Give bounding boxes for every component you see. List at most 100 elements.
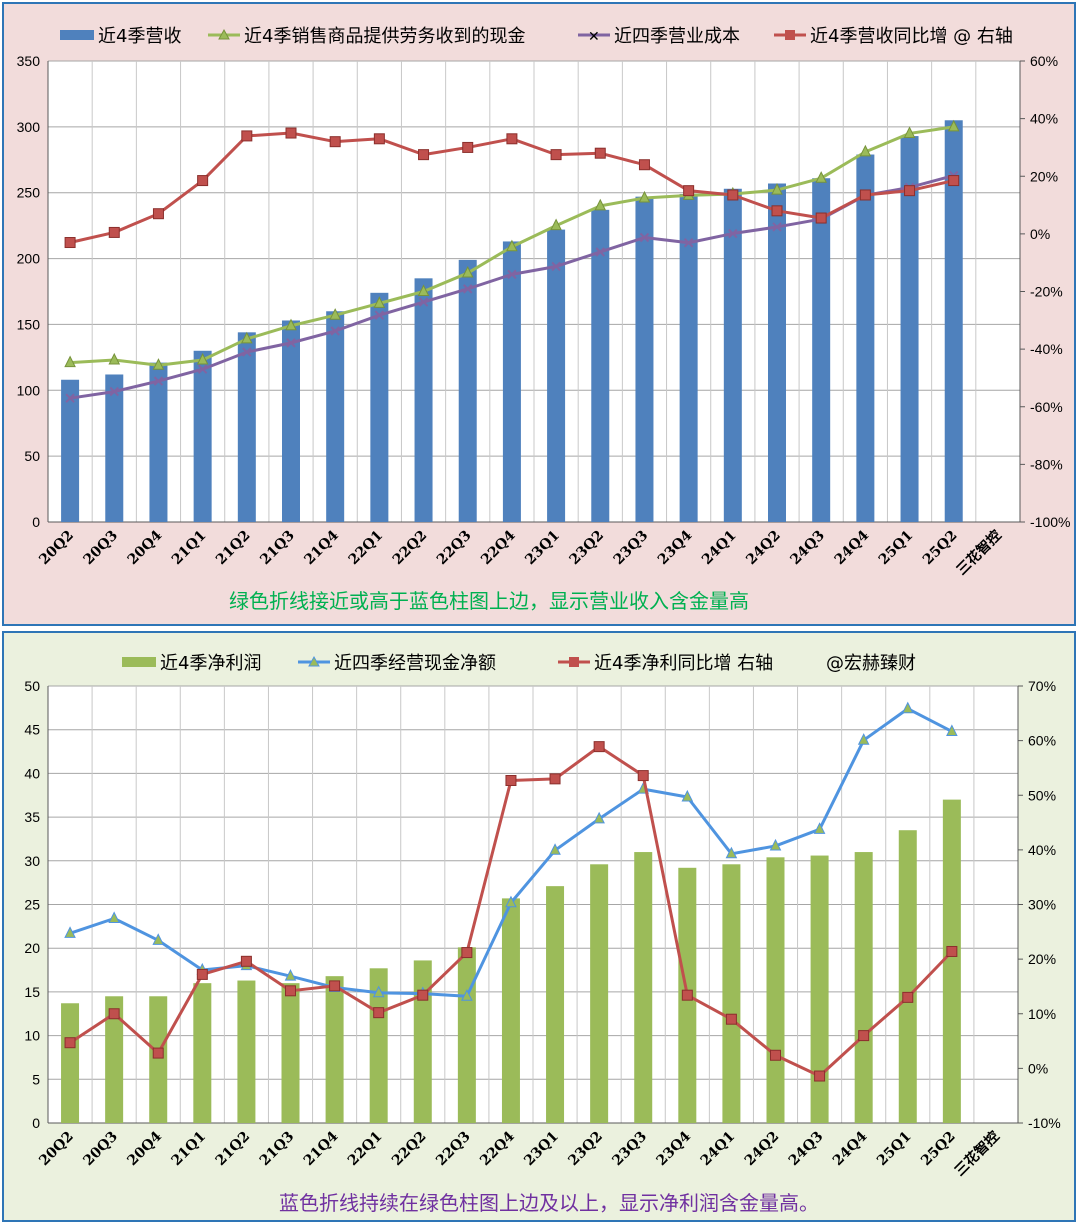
point-marker	[373, 296, 386, 308]
bar	[370, 292, 389, 522]
point-marker	[109, 386, 119, 397]
y-tick-label: 35	[24, 809, 40, 825]
point-marker	[507, 269, 517, 280]
point-marker	[948, 175, 960, 187]
legend-swatch-revenue	[60, 30, 94, 40]
x-tick-label: 23Q3	[609, 1129, 650, 1170]
point-marker	[461, 265, 474, 278]
point-marker	[285, 985, 296, 997]
point-marker	[241, 331, 253, 344]
point-marker	[595, 247, 605, 257]
bar	[944, 120, 963, 523]
point-marker	[152, 933, 165, 945]
y-tick-label: 350	[17, 53, 41, 69]
y-tick-label: 0	[32, 514, 40, 530]
point-marker	[64, 355, 76, 368]
legend: 近4季营收 近4季销售商品提供劳务收到的现金 ✕ 近四季营业成本 近4季营收同比…	[60, 26, 1013, 47]
bar	[281, 983, 300, 1123]
point-marker	[638, 190, 651, 203]
bar	[900, 136, 919, 522]
y2-tick-label: 70%	[1028, 678, 1056, 694]
bar	[193, 350, 212, 522]
legend-label-opcash: 近四季经营现金净额	[334, 653, 496, 674]
point-marker	[683, 238, 694, 248]
y-tick-label: 200	[17, 251, 41, 267]
x-tick-label: 21Q1	[169, 1129, 210, 1170]
y2-tick-label: -20%	[1030, 284, 1063, 300]
point-marker	[461, 989, 473, 1001]
x-tick-label: 23Q1	[521, 1129, 562, 1170]
x-tick-label: 21Q1	[169, 528, 210, 569]
bar	[237, 332, 256, 522]
x-tick-label: 22Q4	[477, 1128, 518, 1169]
point-marker	[152, 208, 164, 220]
point-marker	[594, 198, 607, 211]
point-marker	[857, 733, 870, 745]
bar	[325, 976, 344, 1123]
x-tick-label: 23Q2	[565, 1129, 606, 1170]
bar	[722, 864, 741, 1123]
legend-marker-cost: ✕	[588, 29, 600, 45]
x-tick-label: 25Q1	[874, 1129, 915, 1170]
point-marker	[108, 226, 120, 238]
y2-tick-label: 0%	[1028, 1060, 1048, 1076]
point-marker	[196, 968, 208, 980]
bar	[414, 278, 433, 522]
y-tick-label: 5	[32, 1071, 40, 1087]
bar	[942, 799, 961, 1123]
point-marker	[904, 185, 916, 197]
point-marker	[946, 945, 958, 957]
bar	[856, 154, 875, 522]
bar	[547, 229, 566, 522]
point-marker	[374, 310, 385, 320]
point-marker	[946, 724, 958, 736]
y-tick-label: 25	[24, 897, 40, 913]
point-marker	[284, 969, 297, 981]
y-tick-label: 0	[32, 1115, 40, 1131]
x-tick-label: 21Q4	[301, 1128, 342, 1169]
x-tick-label: 23Q1	[522, 528, 563, 569]
bar	[326, 311, 345, 522]
point-marker	[506, 133, 518, 145]
x-tick-label: 23Q4	[654, 1128, 695, 1169]
bar	[149, 362, 168, 522]
x-tick-label: 20Q4	[125, 527, 166, 568]
point-marker	[505, 895, 517, 908]
point-marker	[725, 846, 738, 859]
y2-tick-label: -40%	[1030, 341, 1063, 357]
y2-tick-label: 10%	[1028, 1006, 1056, 1022]
bar	[149, 996, 168, 1123]
x-tick-label: 21Q2	[213, 528, 254, 569]
x-tick-label: 24Q3	[786, 1129, 827, 1170]
point-marker	[593, 741, 605, 753]
point-marker	[637, 770, 649, 782]
x-tick-label: 20Q3	[80, 528, 121, 569]
point-marker	[550, 218, 562, 231]
y-tick-label: 10	[24, 1028, 40, 1044]
legend-marker-cash	[218, 28, 230, 40]
x-tick-label: 25Q1	[876, 528, 917, 569]
legend-label-growth: 近4季营收同比增 @ 右轴	[810, 26, 1013, 47]
legend-marker-profit-growth	[569, 657, 579, 667]
point-marker	[681, 789, 694, 802]
point-marker	[727, 189, 739, 201]
point-marker	[550, 149, 562, 161]
bar	[237, 980, 256, 1123]
x-tick-label: 23Q4	[655, 527, 696, 568]
x-tick-label: 22Q2	[390, 528, 431, 569]
x-tick-label: 22Q3	[434, 528, 475, 569]
legend-label-revenue: 近4季营收	[98, 26, 181, 47]
bar	[854, 852, 873, 1123]
y2-tick-label: 30%	[1028, 897, 1056, 913]
point-marker	[65, 393, 75, 403]
bar	[457, 947, 476, 1123]
y2-tick-label: -60%	[1030, 399, 1063, 415]
y2-tick-label: 60%	[1030, 53, 1058, 69]
bar	[768, 183, 786, 522]
x-tick-label: 21Q2	[213, 1129, 254, 1170]
x-tick-label: 20Q2	[36, 528, 77, 569]
point-marker	[814, 1070, 826, 1082]
y2-tick-label: -10%	[1028, 1115, 1061, 1131]
legend: 近4季净利润 近四季经营现金净额 近4季净利同比增 右轴 @宏赫臻财	[122, 653, 916, 674]
point-marker	[462, 141, 474, 153]
